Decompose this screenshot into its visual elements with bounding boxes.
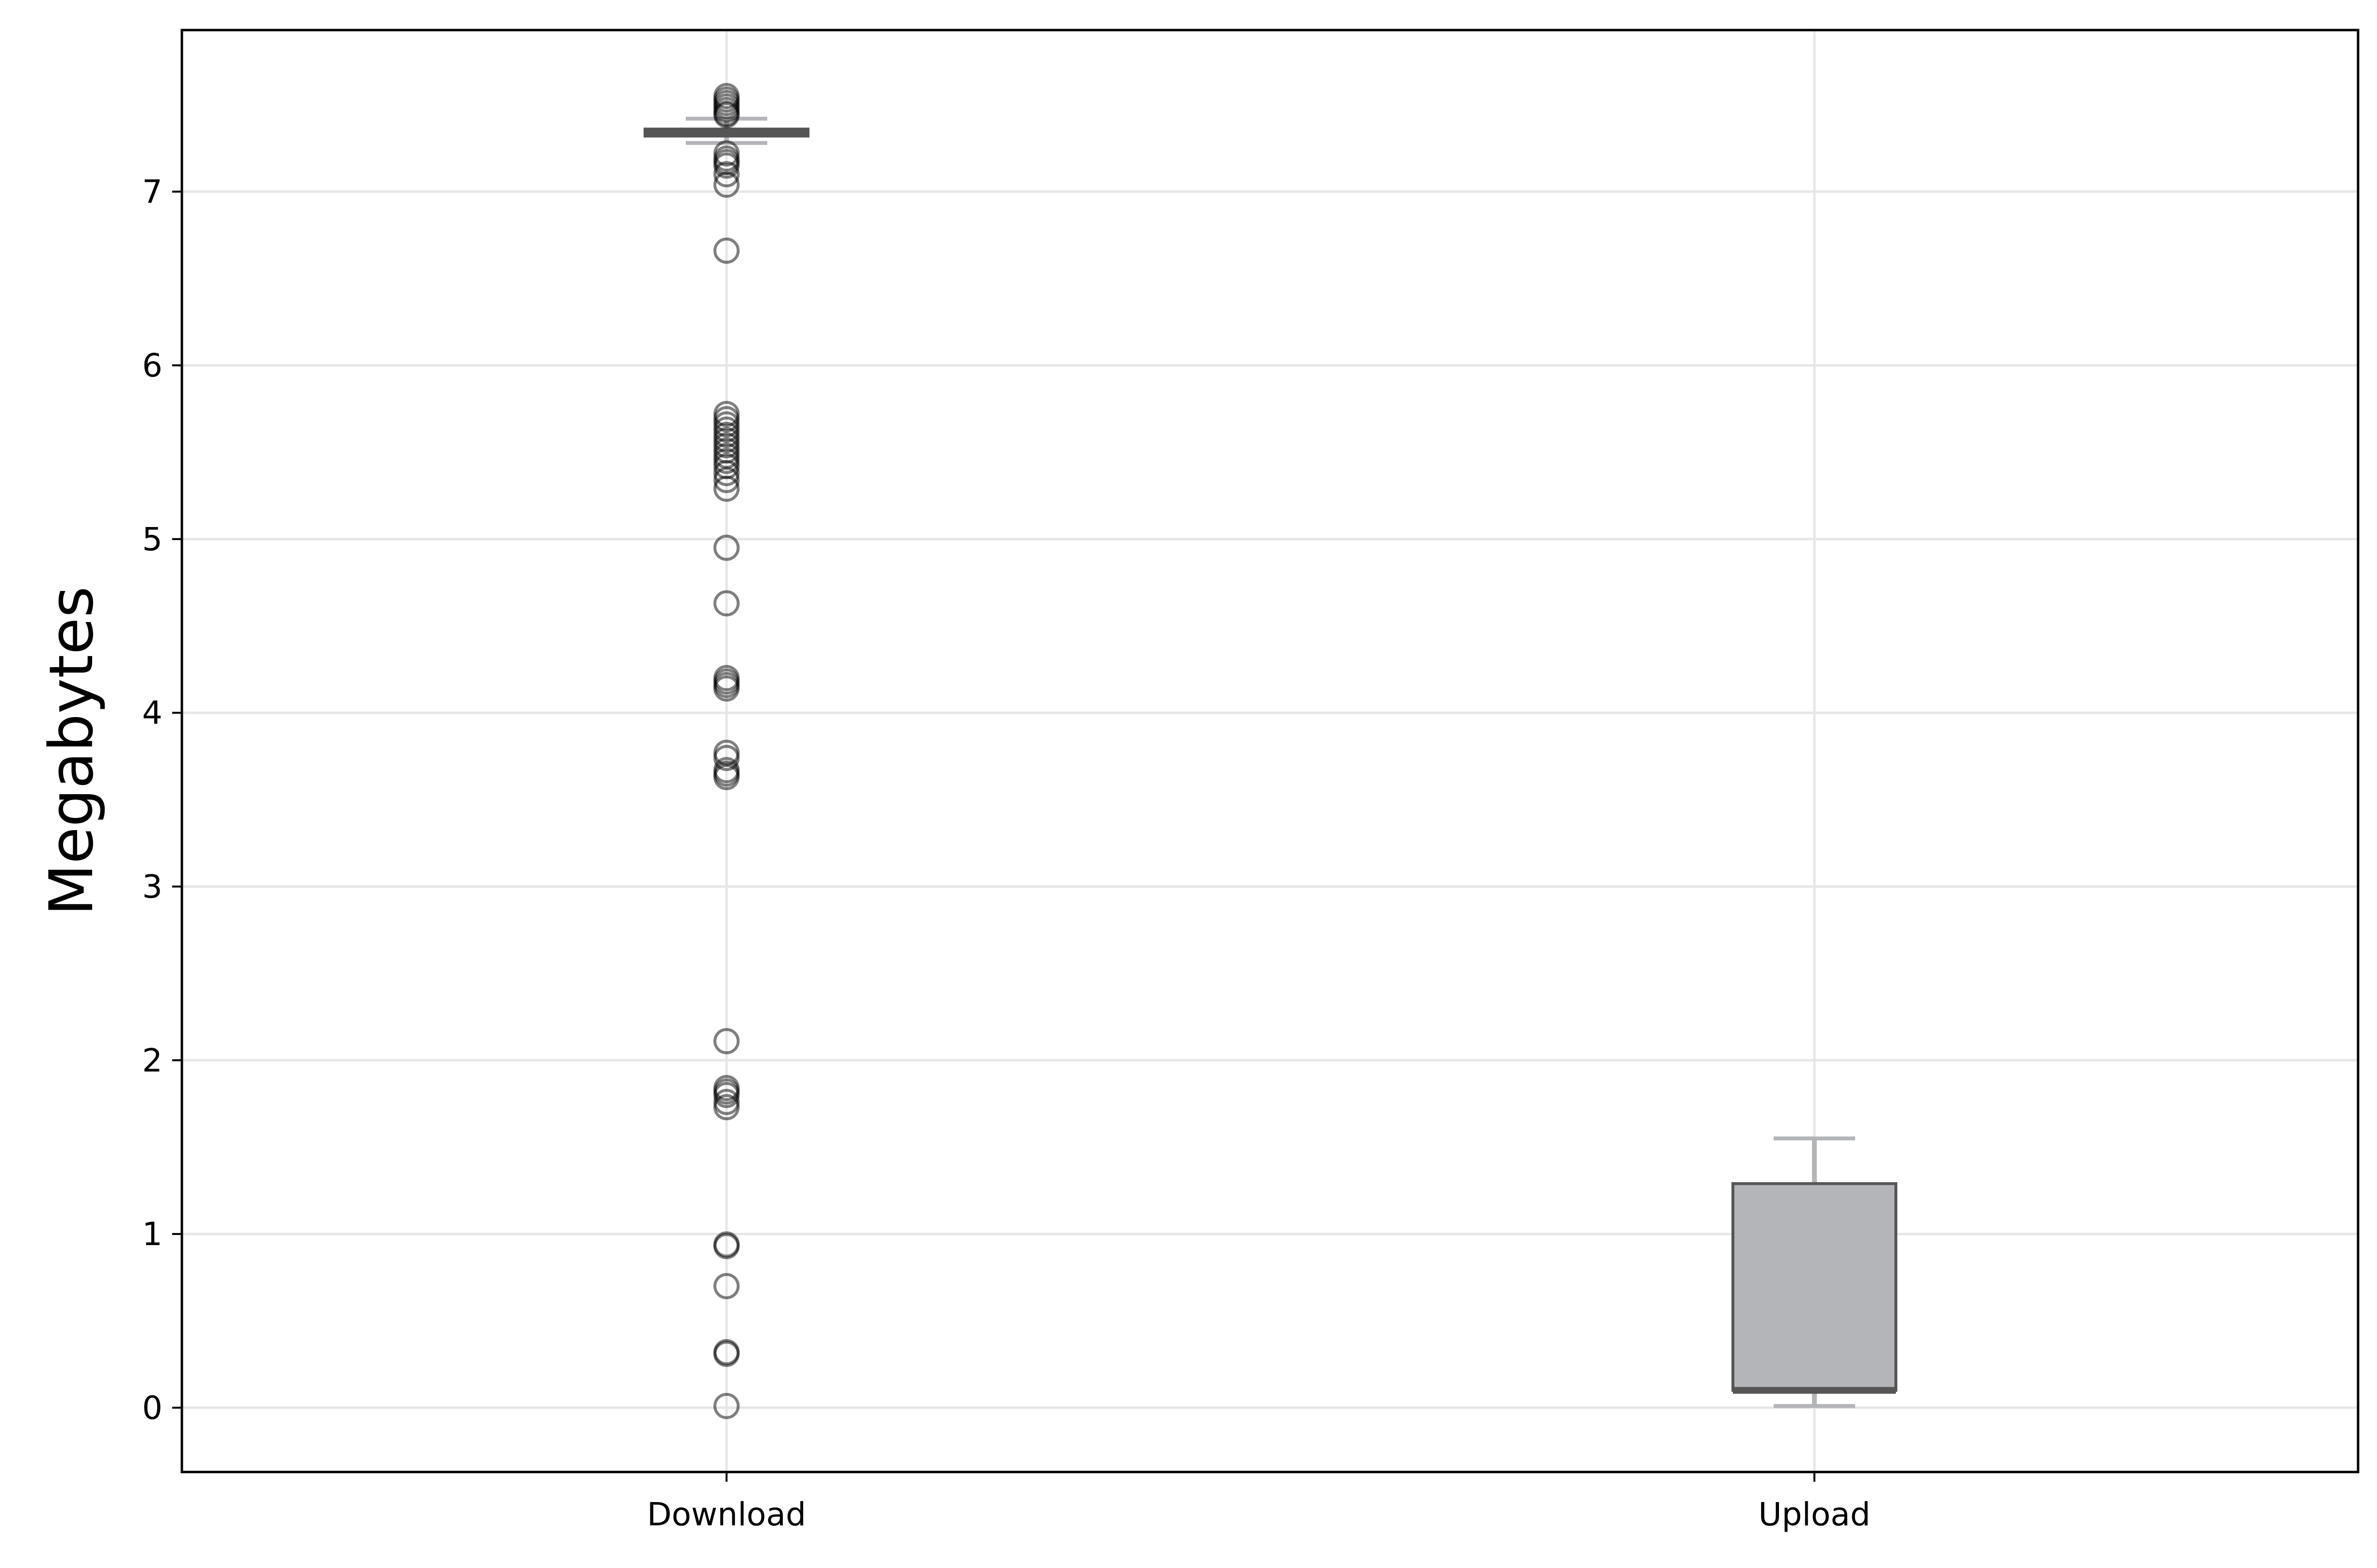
outlier-point <box>713 102 740 128</box>
y-tick-label: 4 <box>142 694 162 732</box>
y-tick-label: 6 <box>142 347 162 384</box>
iqr-box <box>1731 1182 1897 1392</box>
outlier-markers <box>713 83 740 1419</box>
y-tick-label: 0 <box>142 1389 162 1426</box>
outlier-point <box>713 590 740 617</box>
axis-ticks: 0 1 2 3 4 5 6 7 Download Upload <box>142 173 1871 1533</box>
y-tick-label: 2 <box>142 1042 162 1079</box>
y-tick-label: 3 <box>142 868 162 905</box>
outlier-point <box>713 171 740 198</box>
y-tick-label: 1 <box>142 1216 162 1253</box>
outlier-point <box>713 475 740 502</box>
outlier-point <box>713 460 740 486</box>
outlier-point <box>713 764 740 790</box>
outlier-point <box>713 745 740 771</box>
y-axis-label: Megabytes <box>37 586 107 916</box>
outlier-point <box>713 1233 740 1260</box>
outlier-point <box>713 1273 740 1299</box>
outlier-point <box>713 675 740 702</box>
outlier-point <box>713 1082 740 1108</box>
outlier-point <box>713 1094 740 1120</box>
axes-frame <box>180 29 2360 1473</box>
outlier-point <box>713 238 740 264</box>
outlier-point <box>713 161 740 188</box>
y-tick-label: 5 <box>142 521 162 558</box>
outlier-point <box>713 1392 740 1419</box>
outlier-point <box>713 534 740 561</box>
outlier-point <box>713 1028 740 1055</box>
y-tick-label: 7 <box>142 173 162 210</box>
x-tick-label: Upload <box>1758 1496 1870 1533</box>
x-tick-label: Download <box>647 1496 806 1533</box>
box-upload <box>1731 1136 1897 1408</box>
outlier-point <box>713 1341 740 1367</box>
outlier-point <box>713 152 740 179</box>
outlier-point <box>713 467 740 494</box>
